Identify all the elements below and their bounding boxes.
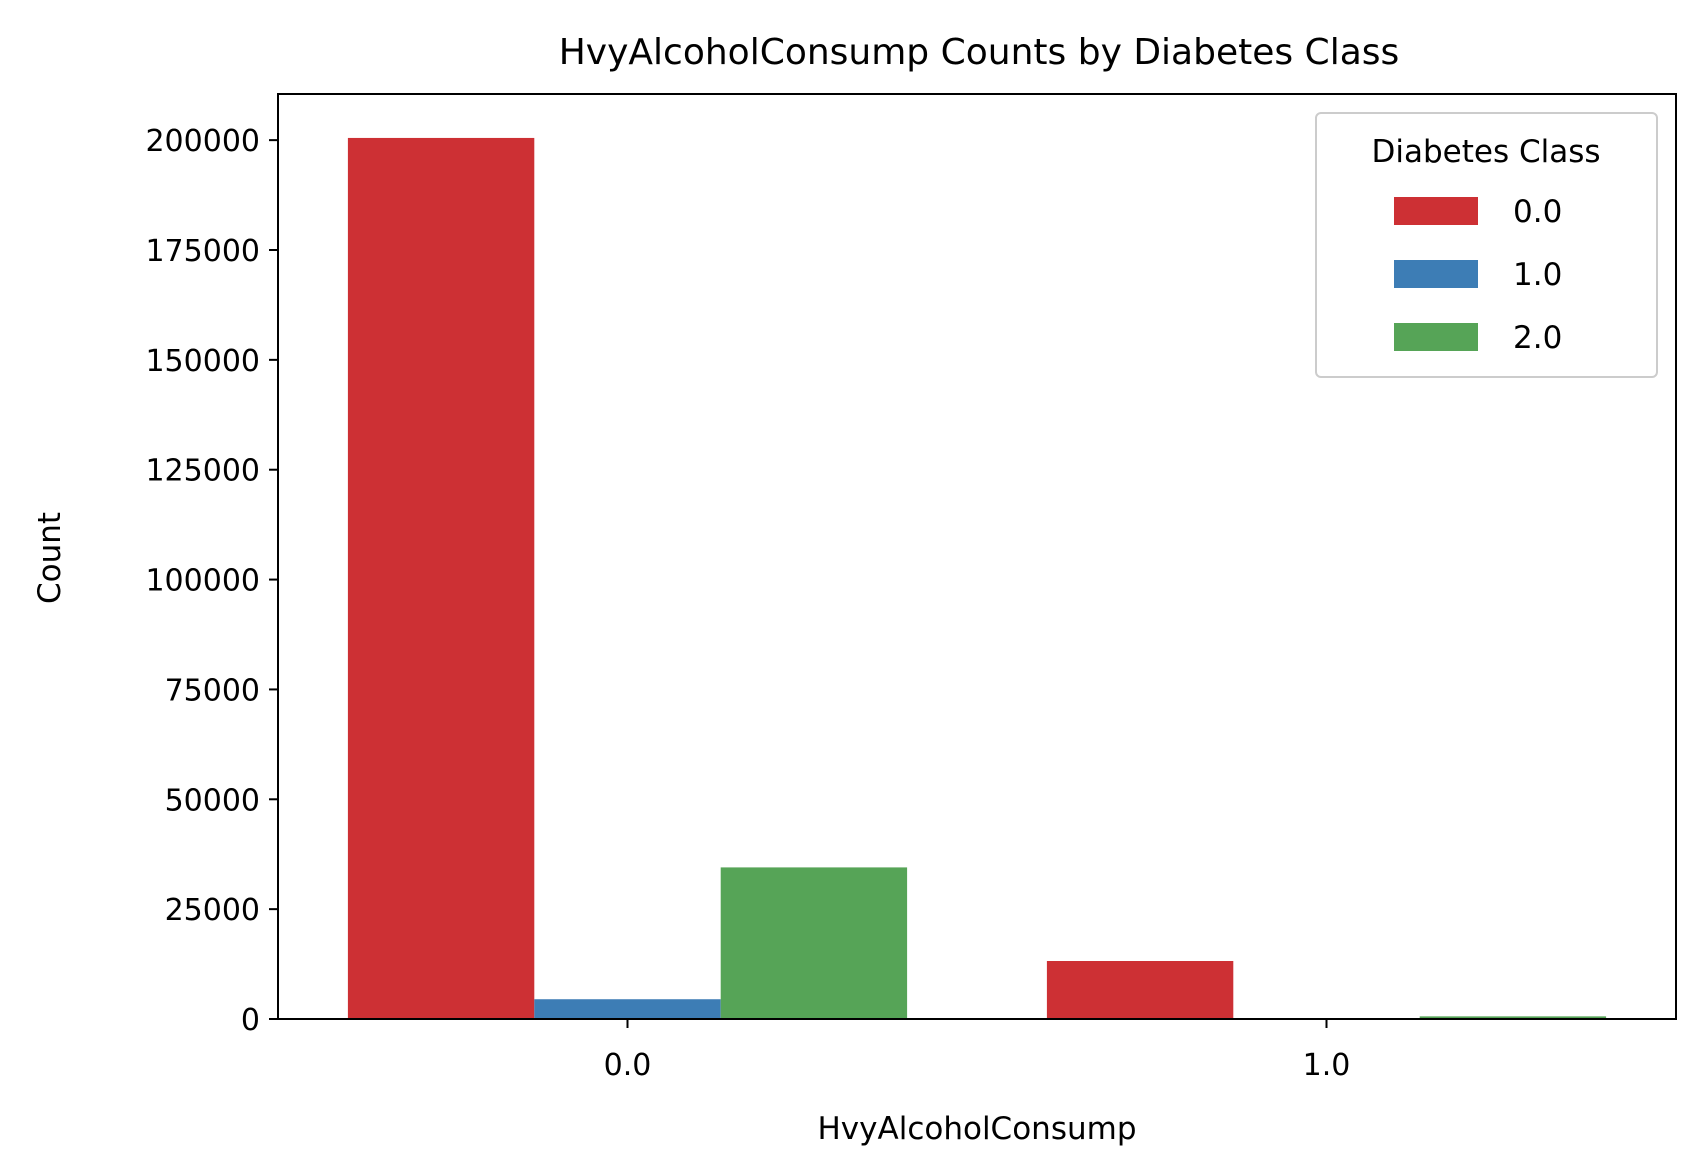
y-tick-label: 50000 — [165, 783, 260, 818]
legend-title: Diabetes Class — [1371, 134, 1600, 170]
x-axis-title: HvyAlcoholConsump — [818, 1111, 1137, 1147]
y-tick-label: 175000 — [145, 234, 260, 269]
bar-0.0-class-2.0 — [720, 867, 908, 1019]
legend-swatch-2.0 — [1394, 323, 1478, 351]
bar-1.0-class-2.0 — [1419, 1016, 1607, 1019]
bar-0.0-class-1.0 — [534, 999, 721, 1019]
x-axis: 0.0 1.0 — [604, 1019, 1351, 1083]
legend-label-2.0: 2.0 — [1513, 320, 1562, 356]
bar-1.0-class-0.0 — [1046, 961, 1234, 1019]
y-tick-label: 125000 — [145, 454, 260, 489]
legend-swatch-1.0 — [1394, 260, 1478, 288]
y-tick-label: 200000 — [145, 124, 260, 159]
y-tick-label: 150000 — [145, 344, 260, 379]
y-axis-title: Count — [32, 512, 68, 604]
bar-0.0-class-0.0 — [347, 137, 535, 1019]
legend-label-1.0: 1.0 — [1513, 257, 1562, 293]
plot-frame — [277, 93, 1677, 1020]
y-tick-label: 75000 — [165, 673, 260, 708]
legend: Diabetes Class 0.0 1.0 2.0 — [1315, 112, 1658, 378]
y-tick-label: 0 — [241, 1003, 260, 1038]
legend-box — [1315, 112, 1658, 378]
legend-label-0.0: 0.0 — [1513, 194, 1562, 230]
x-tick-label: 1.0 — [1303, 1048, 1351, 1083]
legend-swatch-0.0 — [1394, 197, 1478, 225]
y-tick-label: 100000 — [145, 564, 260, 599]
bars-group — [347, 137, 1607, 1019]
y-axis: 0 25000 50000 75000 100000 125000 150000 175000… — [145, 124, 278, 1038]
x-tick-label: 0.0 — [604, 1048, 652, 1083]
chart-title: HvyAlcoholConsump Counts by Diabetes Cla… — [559, 32, 1400, 73]
y-tick-label: 25000 — [165, 893, 260, 928]
